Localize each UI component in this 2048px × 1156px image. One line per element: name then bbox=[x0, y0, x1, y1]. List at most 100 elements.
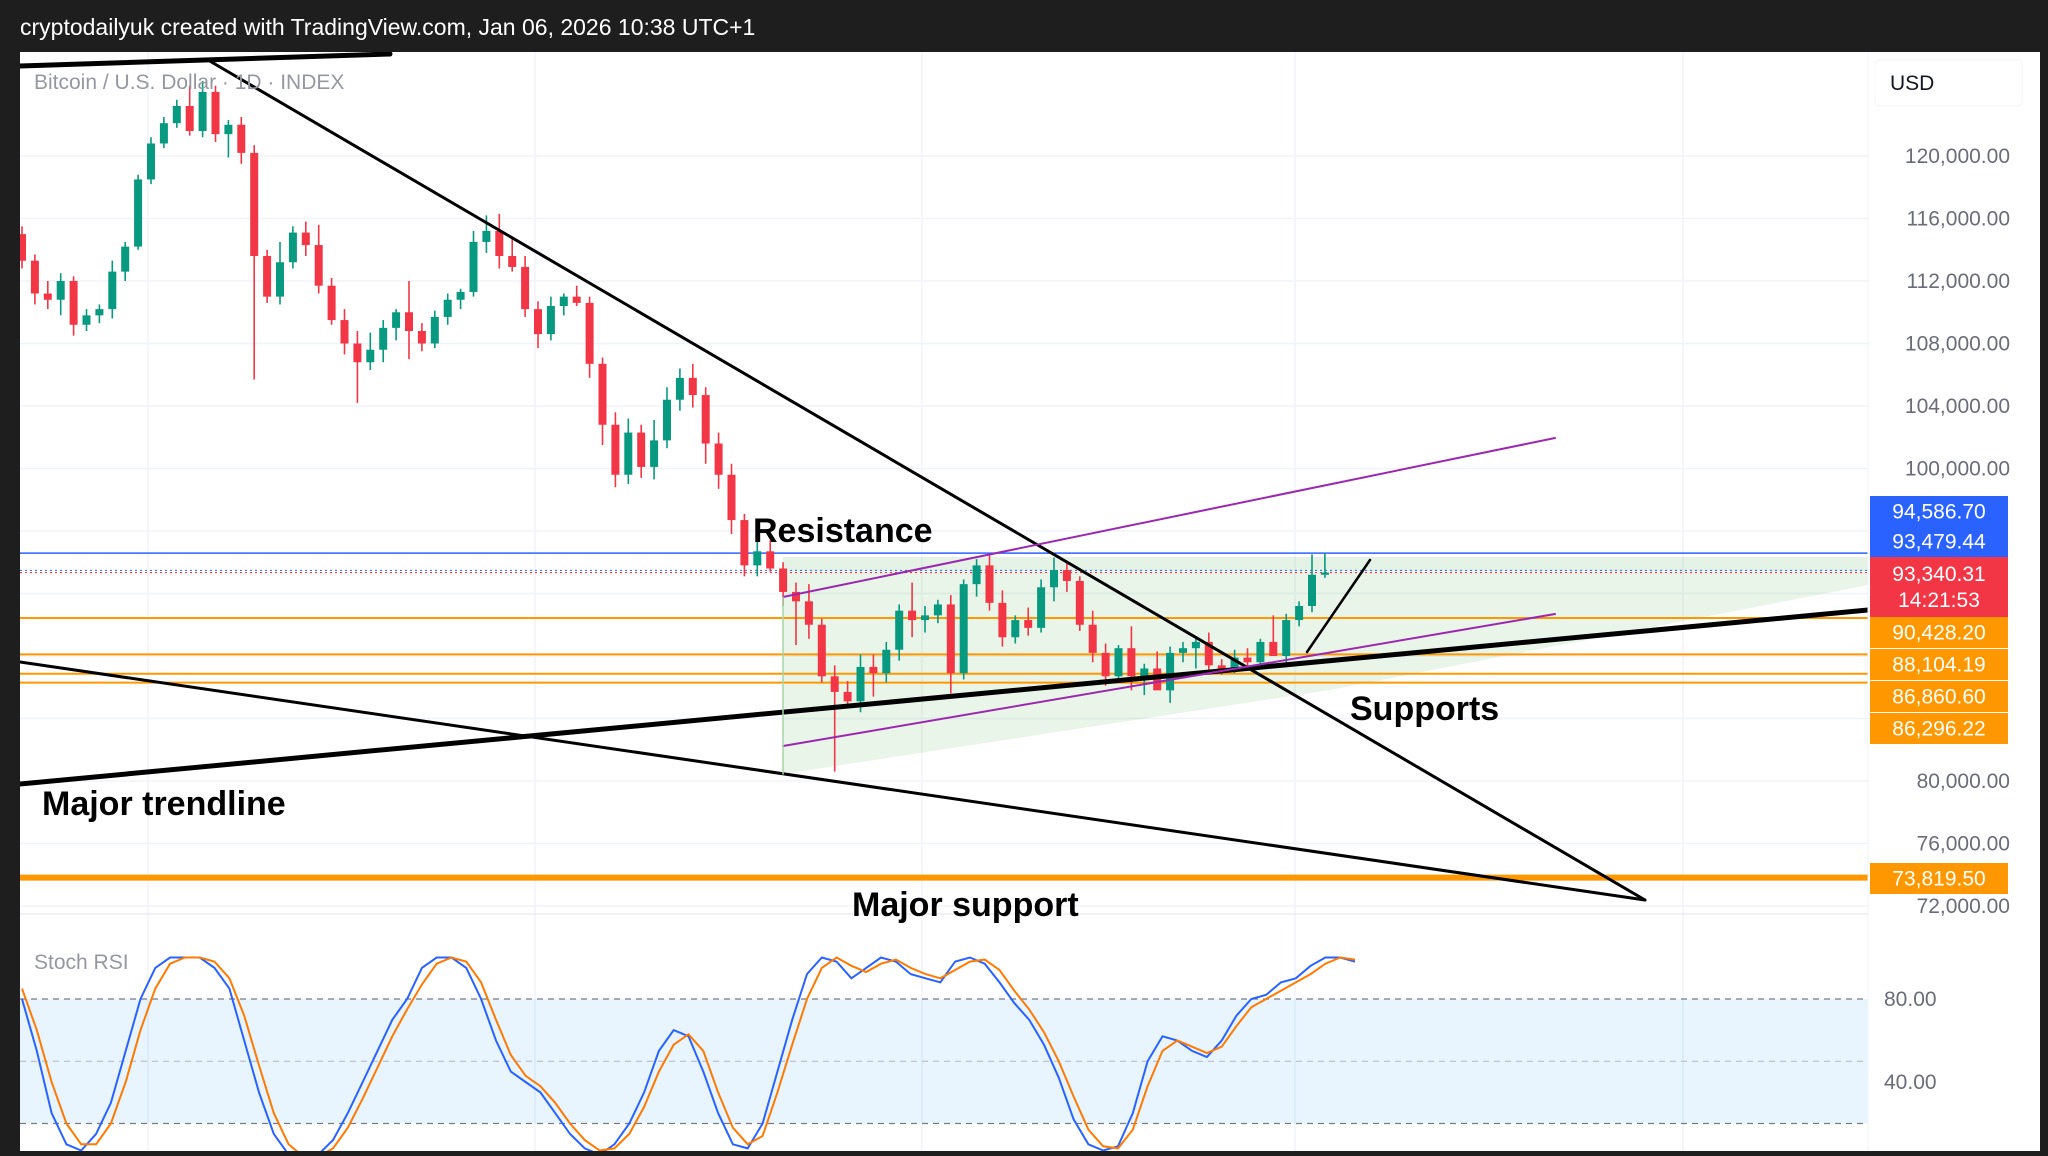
candle[interactable] bbox=[1191, 638, 1200, 669]
candle[interactable] bbox=[276, 241, 284, 305]
candle[interactable] bbox=[1088, 610, 1097, 663]
candle[interactable] bbox=[895, 604, 904, 661]
candle[interactable] bbox=[753, 541, 762, 577]
candle[interactable] bbox=[18, 226, 26, 269]
candle[interactable] bbox=[534, 301, 542, 349]
candle[interactable] bbox=[1062, 562, 1071, 592]
candle[interactable] bbox=[972, 559, 981, 597]
candle[interactable] bbox=[1075, 576, 1084, 631]
candle[interactable] bbox=[224, 120, 233, 158]
candle[interactable] bbox=[508, 237, 517, 272]
candle[interactable] bbox=[1050, 557, 1058, 602]
candle[interactable] bbox=[998, 590, 1007, 647]
candle[interactable] bbox=[817, 618, 826, 683]
candle[interactable] bbox=[714, 432, 723, 489]
candle[interactable] bbox=[185, 85, 194, 136]
candle[interactable] bbox=[134, 174, 143, 250]
candle[interactable] bbox=[1256, 638, 1265, 667]
candle[interactable] bbox=[559, 293, 568, 316]
candle[interactable] bbox=[624, 418, 633, 485]
candle[interactable] bbox=[933, 599, 942, 624]
candle[interactable] bbox=[1114, 645, 1123, 681]
candle[interactable] bbox=[379, 320, 388, 363]
candle[interactable] bbox=[430, 310, 439, 349]
price-axis[interactable]: USD 120,000.00 116,000.00 112,000.00 108,000… bbox=[1867, 52, 2040, 1151]
candle-body bbox=[766, 551, 775, 569]
candle[interactable] bbox=[585, 296, 594, 378]
currency-selector[interactable] bbox=[1874, 59, 2023, 107]
candle[interactable] bbox=[1204, 632, 1213, 674]
candle[interactable] bbox=[340, 309, 349, 355]
candle[interactable] bbox=[740, 513, 749, 577]
candle[interactable] bbox=[69, 276, 78, 336]
candle[interactable] bbox=[263, 249, 272, 303]
candle[interactable] bbox=[211, 85, 220, 142]
candle[interactable] bbox=[675, 368, 684, 411]
candle[interactable] bbox=[688, 363, 697, 408]
candle[interactable] bbox=[1282, 613, 1291, 663]
candle[interactable] bbox=[43, 281, 52, 310]
candle[interactable] bbox=[1037, 579, 1046, 633]
candle[interactable] bbox=[921, 606, 929, 633]
candle[interactable] bbox=[159, 116, 168, 149]
candle[interactable] bbox=[637, 424, 646, 478]
candle[interactable] bbox=[147, 137, 155, 185]
candle[interactable] bbox=[521, 256, 530, 317]
candle[interactable] bbox=[869, 654, 878, 697]
candle[interactable] bbox=[650, 420, 659, 480]
candle[interactable] bbox=[288, 226, 297, 269]
candle[interactable] bbox=[108, 260, 117, 319]
candle[interactable] bbox=[30, 254, 39, 305]
candle[interactable] bbox=[882, 641, 891, 683]
candle[interactable] bbox=[327, 277, 336, 325]
candle[interactable] bbox=[1179, 641, 1187, 663]
candle[interactable] bbox=[237, 116, 246, 164]
candle[interactable] bbox=[985, 554, 994, 611]
candle[interactable] bbox=[792, 582, 800, 646]
candle[interactable] bbox=[198, 81, 207, 138]
candle[interactable] bbox=[611, 412, 620, 488]
candle[interactable] bbox=[121, 241, 130, 281]
candle[interactable] bbox=[353, 331, 362, 403]
candle[interactable] bbox=[1308, 554, 1316, 613]
candle[interactable] bbox=[82, 309, 91, 331]
candle[interactable] bbox=[443, 293, 452, 325]
candle[interactable] bbox=[172, 99, 181, 128]
candle[interactable] bbox=[405, 281, 413, 360]
candle[interactable] bbox=[727, 463, 736, 535]
candle[interactable] bbox=[598, 357, 607, 446]
candle[interactable] bbox=[804, 584, 813, 639]
candle[interactable] bbox=[456, 288, 465, 310]
candle[interactable] bbox=[946, 595, 955, 694]
candle[interactable] bbox=[95, 304, 104, 324]
candle[interactable] bbox=[314, 224, 323, 294]
candle[interactable] bbox=[1269, 615, 1278, 656]
candle[interactable] bbox=[495, 213, 504, 269]
candle[interactable] bbox=[1024, 607, 1033, 636]
candle[interactable] bbox=[1320, 552, 1329, 578]
candle[interactable] bbox=[766, 540, 775, 572]
candle[interactable] bbox=[301, 221, 310, 256]
candle[interactable] bbox=[1101, 643, 1110, 686]
candle[interactable] bbox=[392, 309, 401, 341]
candle[interactable] bbox=[1011, 615, 1020, 644]
candle[interactable] bbox=[908, 582, 917, 638]
candle[interactable] bbox=[663, 387, 671, 449]
candle[interactable] bbox=[572, 285, 581, 306]
candle[interactable] bbox=[959, 579, 968, 680]
candle[interactable] bbox=[366, 332, 375, 371]
candle[interactable] bbox=[56, 273, 65, 316]
candle[interactable] bbox=[250, 145, 259, 380]
candle[interactable] bbox=[1295, 601, 1304, 627]
candle-body bbox=[804, 601, 813, 625]
candle[interactable] bbox=[469, 231, 478, 297]
candles[interactable] bbox=[18, 81, 1329, 772]
candle[interactable] bbox=[701, 387, 710, 464]
candle[interactable] bbox=[1243, 648, 1252, 669]
candle[interactable] bbox=[830, 665, 839, 772]
candle[interactable] bbox=[546, 296, 555, 341]
candle[interactable] bbox=[843, 681, 852, 708]
candle[interactable] bbox=[417, 323, 426, 352]
current-price-box bbox=[1870, 557, 2008, 617]
